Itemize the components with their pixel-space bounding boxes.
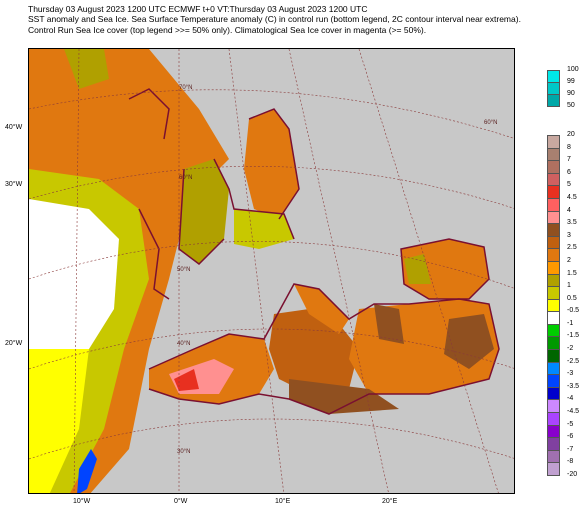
- med-adriatic: [294, 284, 349, 334]
- sst-legend-swatch: [547, 374, 560, 388]
- med-south-band: [289, 379, 399, 414]
- sst-legend-swatch: [547, 160, 560, 174]
- baltic-sea: [244, 109, 299, 219]
- sst-legend-swatch: [547, 449, 560, 464]
- sst-legend-swatch: [547, 437, 560, 451]
- sst-legend-tick-label: -3.5: [567, 382, 580, 390]
- sst-legend-swatch: [547, 197, 560, 212]
- sst-legend-tick-label: 4: [567, 206, 571, 214]
- header-line-1: Thursday 03 August 2023 1200 UTC ECMWF t…: [28, 4, 368, 14]
- sst-anomaly-map: 70°N 60°N 50°N 40°N 30°N 60°N: [28, 48, 515, 494]
- sst-legend-tick-label: -6: [567, 433, 574, 441]
- med-levant: [444, 314, 494, 369]
- ice-legend-tick-label: 90: [567, 90, 575, 97]
- lon-label-30w: 30°W: [5, 181, 23, 188]
- sst-legend-tick-label: 3: [567, 231, 571, 239]
- sst-legend-swatch: [547, 323, 560, 338]
- african-coast-cool: [77, 449, 97, 493]
- sst-legend-swatch: [547, 424, 560, 439]
- sst-legend-tick-label: 1.5: [567, 269, 577, 277]
- sst-legend-tick-label: -7: [567, 445, 574, 453]
- sst-legend-swatch: [547, 286, 560, 300]
- header-line-2: SST anomaly and Sea Ice. Sea Surface Tem…: [28, 14, 521, 24]
- map-canvas: 70°N 60°N 50°N 40°N 30°N 60°N: [29, 49, 514, 493]
- lon-label-10e: 10°E: [275, 498, 291, 505]
- sst-legend-tick-label: 3.5: [567, 219, 577, 227]
- atlantic-green-patch: [64, 49, 109, 89]
- sst-legend-tick-label: -2: [567, 345, 574, 353]
- sst-legend-tick-label: 1: [567, 282, 571, 290]
- ice-legend-tick-label: 50: [567, 102, 575, 109]
- lon-label-10w: 10°W: [73, 498, 91, 505]
- sst-legend-tick-label: -5: [567, 420, 574, 428]
- sst-legend-swatch: [547, 172, 560, 187]
- graticule: [29, 49, 514, 493]
- sst-legend-tick-label: 7: [567, 156, 571, 164]
- sst-legend-tick-label: 20: [567, 131, 575, 138]
- sst-legend-swatch: [547, 135, 560, 149]
- atlantic-neutral-region: [29, 199, 119, 349]
- coastlines: [128, 88, 500, 415]
- med-aegean: [374, 304, 404, 344]
- sst-legend-tick-label: -2.5: [567, 357, 580, 365]
- atlantic-light-region: [29, 349, 89, 493]
- lat-label-60n: 60°N: [179, 175, 192, 181]
- sst-legend-tick-label: 8: [567, 143, 571, 151]
- sst-legend-tick-label: -4.5: [567, 408, 580, 416]
- ice-legend-tick-label: 99: [567, 78, 575, 85]
- sst-legend-tick-label: 0.5: [567, 294, 577, 302]
- sst-legend-swatch: [547, 336, 560, 351]
- sst-legend-tick-label: -1: [567, 319, 574, 327]
- sst-legend-swatch: [547, 386, 560, 401]
- sst-legend-swatch: [547, 399, 560, 414]
- sst-legend-tick-label: 2.5: [567, 244, 577, 252]
- lon-label-20w: 20°W: [5, 340, 23, 347]
- med-balearic-core: [174, 369, 199, 391]
- header-line-3: Control Run Sea Ice cover (top legend >>…: [28, 25, 427, 35]
- ice-legend-swatch: [547, 94, 560, 107]
- sst-legend-swatch: [547, 273, 560, 288]
- sst-legend-tick-label: -1.5: [567, 332, 580, 340]
- lon-label-0w: 0°W: [174, 498, 188, 505]
- sst-legend-swatch: [547, 349, 560, 363]
- lat-label-70n: 70°N: [179, 85, 192, 91]
- sst-legend-swatch: [547, 248, 560, 262]
- ice-legend-tick-label: 100: [567, 66, 579, 73]
- sst-legend-swatch: [547, 361, 560, 376]
- lon-label-40w: 40°W: [5, 124, 23, 131]
- sst-legend-swatch: [547, 311, 560, 325]
- sst-legend-tick-label: 4.5: [567, 193, 577, 201]
- sst-legend-tick-label: -3: [567, 370, 574, 378]
- sst-legend-swatch: [547, 412, 560, 426]
- lat-label-50n: 50°N: [177, 267, 190, 273]
- sst-legend-tick-label: -0.5: [567, 307, 580, 315]
- sst-legend-tick-label: -4: [567, 395, 574, 403]
- sst-legend-swatch: [547, 235, 560, 250]
- lat-label-30n: 30°N: [177, 449, 190, 455]
- lat-label-40n: 40°N: [177, 341, 190, 347]
- north-sea: [179, 159, 229, 264]
- sst-legend-swatch: [547, 298, 560, 313]
- sst-legend-tick-label: -20: [567, 471, 578, 478]
- lat-label-60n-east: 60°N: [484, 120, 497, 126]
- sst-legend-swatch: [547, 462, 560, 476]
- sst-legend-tick-label: 5: [567, 181, 571, 189]
- sst-legend-swatch: [547, 147, 560, 162]
- sst-legend-swatch: [547, 185, 560, 199]
- lon-label-20e: 20°E: [382, 498, 398, 505]
- sst-legend-tick-label: 6: [567, 168, 571, 176]
- sst-legend-swatch: [547, 223, 560, 237]
- sst-legend-swatch: [547, 260, 560, 275]
- sst-legend-tick-label: 2: [567, 256, 571, 264]
- sst-legend-swatch: [547, 210, 560, 225]
- sst-legend-tick-label: -8: [567, 458, 574, 466]
